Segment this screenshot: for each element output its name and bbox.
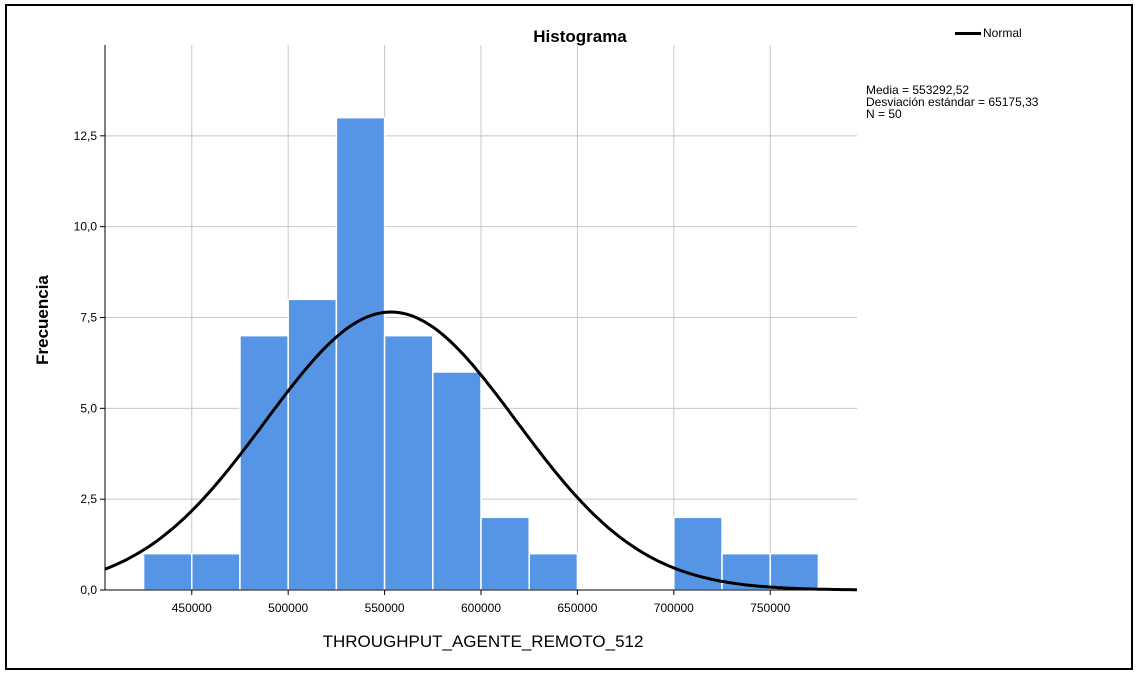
histogram-bar	[770, 554, 818, 590]
y-axis-label: Frecuencia	[33, 275, 52, 365]
histogram-bar	[433, 372, 481, 590]
x-tick-label: 650000	[557, 601, 597, 615]
histogram-bar	[144, 554, 192, 590]
histogram-bar	[192, 554, 240, 590]
x-tick-label: 700000	[654, 601, 694, 615]
x-tick-label: 500000	[268, 601, 308, 615]
histogram-bar	[481, 517, 529, 590]
y-tick-label: 7,5	[80, 311, 97, 325]
x-tick-label: 450000	[172, 601, 212, 615]
histogram-bar	[385, 336, 433, 590]
y-tick-label: 0,0	[80, 583, 97, 597]
histogram-bar	[336, 118, 384, 590]
histogram-bar	[529, 554, 577, 590]
x-tick-label: 750000	[750, 601, 790, 615]
y-tick-label: 5,0	[80, 401, 97, 415]
y-tick-label: 12,5	[74, 129, 98, 143]
y-tick-label: 2,5	[80, 492, 97, 506]
y-tick-label: 10,0	[74, 220, 98, 234]
x-tick-label: 600000	[461, 601, 501, 615]
x-axis-label: THROUGHPUT_AGENTE_REMOTO_512	[323, 632, 644, 651]
histogram-bar	[240, 336, 288, 590]
x-tick-label: 550000	[365, 601, 405, 615]
